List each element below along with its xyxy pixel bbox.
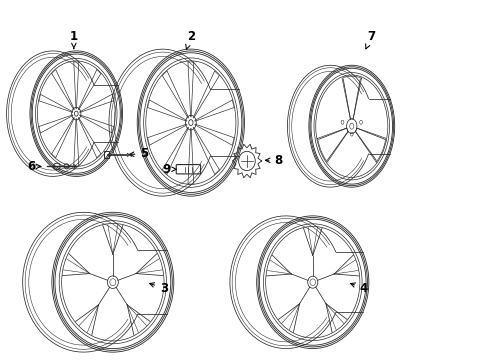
Text: 2: 2 [185, 30, 195, 49]
Text: 3: 3 [149, 282, 168, 295]
Bar [104, 151, 109, 158]
Text: 7: 7 [365, 30, 375, 49]
Text: 5: 5 [129, 147, 148, 160]
Text: 8: 8 [265, 154, 282, 167]
Text: 9: 9 [162, 163, 176, 176]
Text: 4: 4 [350, 282, 367, 295]
Text: 6: 6 [27, 160, 41, 173]
Text: 1: 1 [70, 30, 78, 49]
